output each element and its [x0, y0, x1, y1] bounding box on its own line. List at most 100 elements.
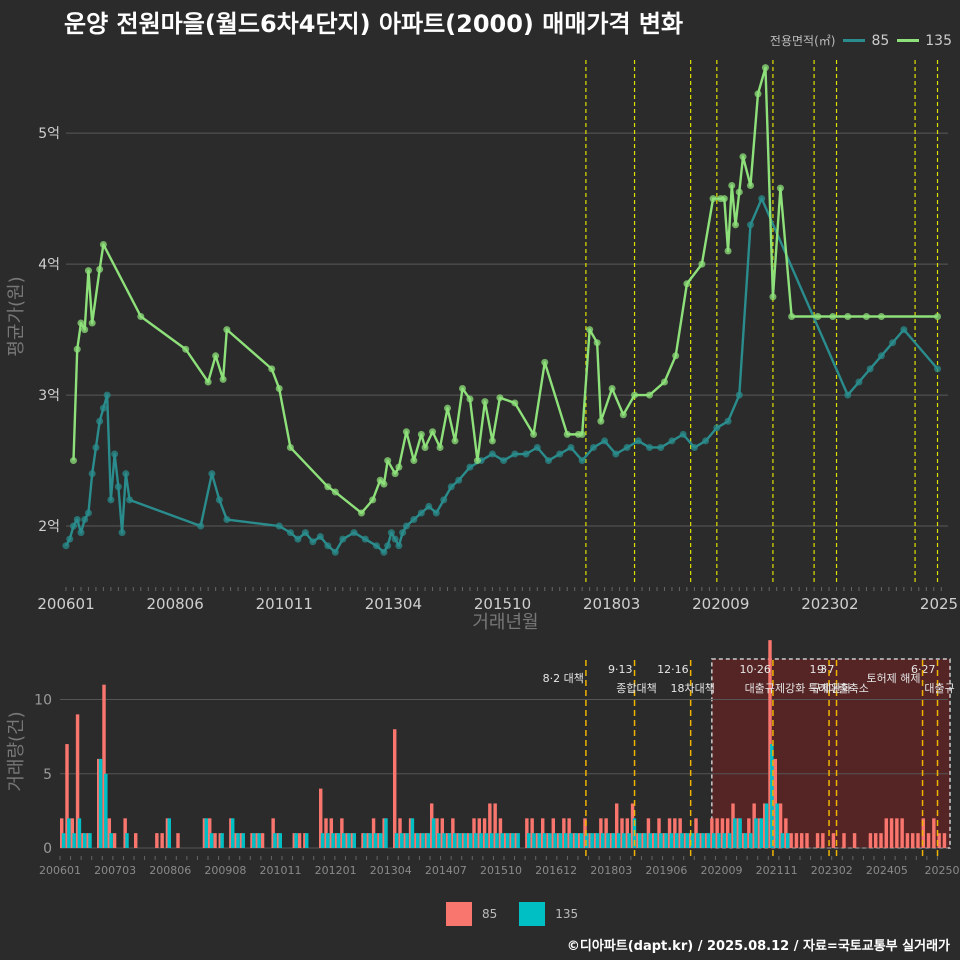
bar-135 [320, 833, 325, 848]
bar-135 [706, 833, 711, 848]
bar-85 [683, 833, 688, 848]
bar-135 [669, 833, 674, 848]
bar-85 [123, 818, 127, 848]
bar-85 [297, 833, 302, 848]
bar-85 [704, 833, 709, 848]
x-tick-label-bottom: 201011 [260, 864, 302, 877]
bar-85 [630, 803, 635, 848]
bar-85 [134, 833, 138, 848]
x-tick-label-bottom: 200908 [204, 864, 246, 877]
bar-135 [659, 833, 663, 848]
bar-135 [574, 833, 578, 848]
bar-85 [334, 833, 339, 848]
bar-135 [627, 833, 631, 848]
bar-135 [748, 833, 753, 848]
bar-135 [785, 833, 790, 848]
bar-85 [636, 833, 640, 848]
bar-135 [711, 833, 716, 848]
x-tick-label-bottom: 202302 [811, 864, 853, 877]
bar-135 [241, 833, 245, 848]
bar-85 [641, 833, 645, 848]
y-axis-title: 평균가(원) [6, 276, 27, 356]
bar-135 [738, 818, 742, 848]
bar-85 [382, 818, 386, 848]
x-tick-label: 201011 [256, 595, 313, 613]
bar-135 [104, 773, 108, 848]
bar-85 [599, 818, 603, 848]
bar-85 [752, 803, 756, 848]
bar-135 [77, 818, 82, 848]
bar-85 [556, 833, 561, 848]
bar-135 [431, 818, 436, 848]
bar-135 [341, 833, 346, 848]
bar-85 [562, 818, 566, 848]
bar-135 [489, 833, 494, 848]
bar-85 [345, 833, 349, 848]
x-tick-label: 200601 [37, 595, 94, 613]
x-tick-label-bottom: 202405 [866, 864, 908, 877]
x-axis-title: 거래년월 [472, 612, 538, 633]
bar-135 [479, 833, 483, 848]
bar-85 [747, 818, 751, 848]
y-tick-label: 2억 [38, 519, 60, 535]
bar-85 [350, 833, 355, 848]
policy-label: 6·27 [911, 663, 936, 676]
bar-135 [770, 744, 774, 848]
legend-bottom-label-135: 135 [555, 907, 579, 921]
bar-85 [609, 833, 614, 848]
bar-85 [435, 818, 439, 848]
bar-85 [440, 818, 445, 848]
policy-sublabel: 종합대책 [616, 682, 656, 695]
bar-135 [204, 818, 208, 848]
x-tick-label-bottom: 200806 [149, 864, 191, 877]
x-tick-label-bottom: 201407 [425, 864, 467, 877]
bar-135 [585, 833, 589, 848]
x-tick-label-bottom: 201304 [370, 864, 412, 877]
bar-85 [445, 833, 450, 848]
legend-bottom-swatch-85 [446, 902, 472, 926]
bar-135 [278, 833, 282, 848]
bar-135 [743, 833, 748, 848]
bar-85 [604, 818, 608, 848]
bar-135 [347, 833, 351, 848]
bar-85 [514, 833, 519, 848]
policy-sublabel: 대출규 [924, 682, 954, 695]
bar-135 [764, 803, 769, 848]
bar-135 [474, 833, 478, 848]
bar-85 [932, 818, 936, 848]
bar-85 [393, 729, 397, 848]
bar-85 [366, 833, 371, 848]
bar-135 [637, 833, 642, 848]
y-tick-label-bottom: 0 [43, 841, 52, 857]
bar-135 [373, 833, 378, 848]
policy-sublabel: 규제완화 [811, 682, 851, 695]
bar-85 [292, 833, 297, 848]
bar-135 [67, 818, 71, 848]
bar-85 [160, 833, 164, 848]
bar-85 [916, 833, 920, 848]
x-tick-label: 201803 [583, 595, 640, 613]
bar-135 [400, 833, 404, 848]
bar-135 [394, 833, 399, 848]
y-tick-label: 3억 [38, 388, 60, 404]
bar-85 [551, 818, 556, 848]
bar-135 [230, 818, 235, 848]
bar-85 [218, 833, 223, 848]
bar-85 [467, 833, 471, 848]
bar-135 [606, 833, 610, 848]
legend-label-135: 135 [925, 32, 952, 49]
x-tick-label-bottom: 202009 [701, 864, 743, 877]
bar-85 [572, 833, 577, 848]
bar-135 [696, 833, 700, 848]
legend-item-135: 135 [897, 33, 952, 49]
bar-85 [593, 833, 598, 848]
bar-85 [213, 833, 217, 848]
bar-85 [868, 833, 873, 848]
legend-item-85: 85 [843, 33, 889, 49]
bar-135 [643, 833, 647, 848]
bar-85 [276, 833, 281, 848]
x-tick-label-bottom: 201612 [535, 864, 577, 877]
series-line-135 [72, 66, 938, 515]
bar-85 [271, 818, 275, 848]
bar-85 [112, 833, 117, 848]
